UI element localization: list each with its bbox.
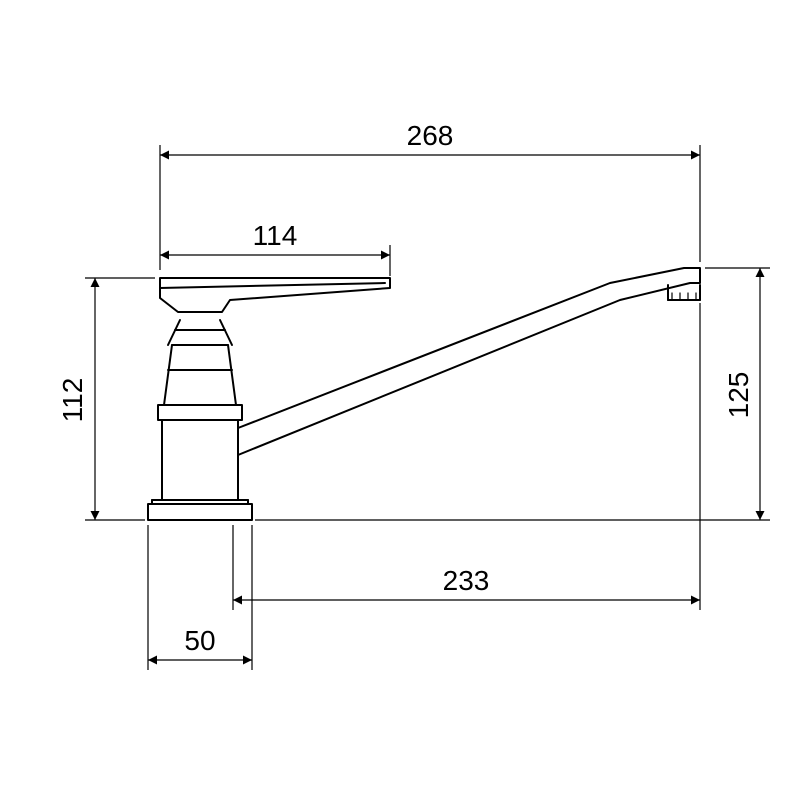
dim-50: 50: [184, 625, 215, 656]
dim-233: 233: [443, 565, 490, 596]
dim-114: 114: [253, 220, 298, 251]
faucet-outline: [148, 268, 700, 520]
extension-lines: [85, 145, 770, 670]
dimension-lines: [95, 155, 760, 660]
technical-drawing: 268 114 112 125 233 50: [0, 0, 800, 800]
dim-268: 268: [407, 120, 454, 151]
dim-125: 125: [723, 372, 754, 419]
dim-112: 112: [57, 378, 88, 423]
